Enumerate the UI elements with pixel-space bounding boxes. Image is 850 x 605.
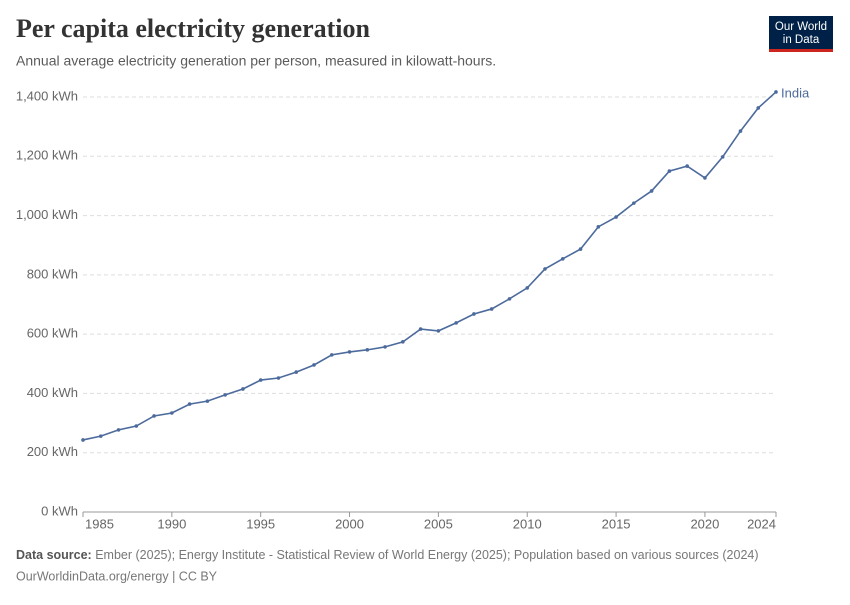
point (276, 376, 281, 380)
logo-text: in Data (783, 34, 820, 46)
point (667, 169, 672, 173)
point (649, 189, 654, 193)
source-text: Ember (2025); Energy Institute - Statist… (95, 548, 758, 562)
logo-stripe (769, 49, 833, 52)
point (720, 155, 725, 159)
point (401, 340, 405, 344)
x-tick-label: 2010 (513, 516, 542, 531)
point (365, 348, 370, 352)
y-tick-label: 200 kWh (27, 444, 78, 459)
point (560, 257, 565, 261)
x-tick-label: 1995 (246, 516, 275, 531)
point (525, 286, 530, 290)
source: Data source: Ember (2025); Energy Instit… (16, 548, 759, 562)
point (241, 387, 245, 391)
point (347, 350, 352, 354)
point (205, 399, 210, 403)
chart-subtitle: Annual average electricity generation pe… (16, 53, 496, 69)
point (738, 129, 743, 133)
point (134, 424, 139, 428)
point (507, 297, 512, 301)
point (472, 312, 476, 316)
x-tick-label: 2015 (602, 516, 631, 531)
y-tick-label: 1,200 kWh (16, 148, 78, 163)
point (152, 414, 156, 418)
point (383, 345, 387, 349)
point (436, 329, 441, 333)
point (98, 434, 103, 438)
y-tick-label: 600 kWh (27, 326, 78, 341)
y-tick-label: 1,400 kWh (16, 88, 78, 103)
y-tick-label: 0 kWh (41, 503, 78, 518)
logo-text: Our World (775, 21, 827, 33)
point (418, 327, 423, 331)
x-tick-label: 1990 (157, 516, 186, 531)
series-label: India (781, 85, 810, 100)
point (756, 106, 761, 110)
y-tick-label: 800 kWh (27, 266, 78, 281)
y-tick-label: 1,000 kWh (16, 207, 78, 222)
line (82, 91, 777, 441)
point (116, 428, 121, 432)
point (223, 393, 227, 397)
point (294, 370, 299, 374)
point (312, 363, 316, 367)
source-label: Data source: (16, 548, 92, 562)
point (685, 164, 689, 168)
logo[interactable]: Our World in Data (769, 16, 833, 52)
x-tick-label: 2020 (690, 516, 719, 531)
x-tick-label: 2000 (335, 516, 364, 531)
point (578, 247, 583, 251)
point (258, 378, 263, 382)
point (596, 225, 601, 229)
chart-title: Per capita electricity generation (16, 14, 371, 43)
x-tick-label: 2005 (424, 516, 453, 531)
x-tick-label: 2024 (747, 516, 776, 531)
point (632, 201, 636, 205)
point (170, 411, 174, 415)
y-tick-label: 400 kWh (27, 385, 78, 400)
footer[interactable]: OurWorldinData.org/energy | CC BY (16, 569, 218, 583)
point (614, 215, 618, 219)
point (454, 321, 458, 325)
point (774, 90, 778, 94)
point (329, 353, 334, 357)
point (543, 267, 547, 271)
point (81, 438, 85, 442)
point (703, 176, 707, 180)
point (187, 402, 192, 406)
x-tick-label: 1985 (85, 516, 114, 531)
point (489, 307, 494, 311)
logo-box (769, 16, 833, 52)
